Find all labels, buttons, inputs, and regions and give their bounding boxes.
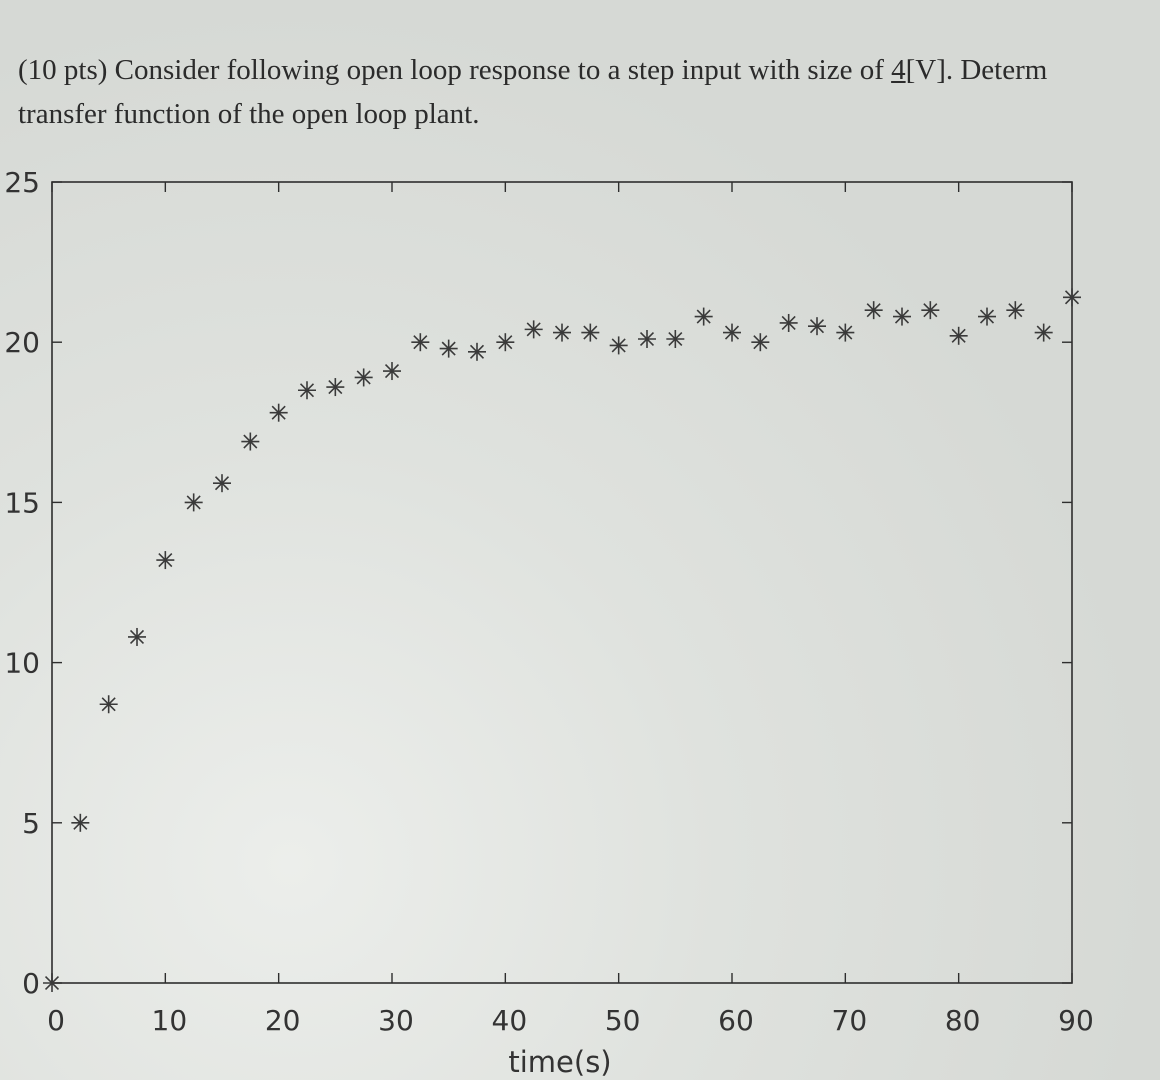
data-point xyxy=(666,329,685,348)
data-point xyxy=(241,432,260,451)
question-prefix: (10 pts) Consider following open loop re… xyxy=(18,54,892,86)
data-point xyxy=(723,323,741,342)
data-point xyxy=(978,307,996,326)
data-point xyxy=(99,695,118,714)
axes xyxy=(51,181,1073,984)
data-point xyxy=(553,323,571,342)
data-point xyxy=(439,339,458,358)
data-point xyxy=(949,326,968,345)
y-tick-label: 15 xyxy=(4,486,40,519)
data-point xyxy=(1034,323,1053,342)
question-line-2: transfer function of the open loop plant… xyxy=(18,98,480,130)
data-point xyxy=(779,313,798,332)
x-tick-label: 20 xyxy=(265,1004,301,1037)
y-tick-label: 0 xyxy=(22,967,40,1000)
y-tick-label: 10 xyxy=(4,647,40,680)
x-tick-label: 60 xyxy=(718,1004,754,1037)
data-point xyxy=(921,301,940,320)
data-points xyxy=(43,288,1081,992)
data-point xyxy=(581,323,600,342)
x-tick-label: 70 xyxy=(832,1004,868,1037)
data-point xyxy=(326,378,345,397)
y-tick-label: 25 xyxy=(4,166,40,199)
data-point xyxy=(468,342,486,361)
data-point xyxy=(694,307,713,326)
ticks xyxy=(51,181,1073,984)
data-point xyxy=(609,336,628,355)
data-point xyxy=(71,813,90,832)
x-tick-label: 90 xyxy=(1058,1004,1094,1037)
x-tick-label: 30 xyxy=(378,1004,414,1037)
x-tick-label: 40 xyxy=(492,1004,528,1037)
data-point xyxy=(893,307,911,326)
tick-labels: 0 10 20 30 40 50 60 70 80 90 0 5 10 15 20 25 xyxy=(4,166,1093,1037)
data-point xyxy=(43,974,61,992)
data-point xyxy=(213,474,231,493)
data-point xyxy=(751,333,770,352)
data-point xyxy=(524,320,543,339)
data-point xyxy=(836,323,855,342)
step-size-value: 4 xyxy=(891,54,906,86)
data-point xyxy=(298,381,316,400)
y-tick-label: 20 xyxy=(4,326,40,359)
plot-frame xyxy=(51,181,1073,984)
question-text: (10 pts) Consider following open loop re… xyxy=(18,48,1158,136)
data-point xyxy=(1006,301,1025,320)
data-point xyxy=(411,333,430,352)
x-tick-label: 80 xyxy=(945,1004,981,1037)
data-point xyxy=(354,368,373,387)
data-point xyxy=(383,362,401,381)
question-suffix: [V]. Determ xyxy=(905,54,1048,86)
data-point xyxy=(269,403,288,422)
data-point xyxy=(808,317,826,336)
x-tick-label: 50 xyxy=(605,1004,641,1037)
data-point xyxy=(638,329,656,348)
data-point xyxy=(496,333,515,352)
data-point xyxy=(184,493,203,512)
data-point xyxy=(156,551,175,570)
data-point xyxy=(864,301,883,320)
question-line-1: (10 pts) Consider following open loop re… xyxy=(18,48,1158,92)
data-point xyxy=(1063,288,1081,307)
data-point xyxy=(128,627,146,646)
x-axis-label: time(s) xyxy=(508,1045,611,1079)
x-tick-label: 0 xyxy=(47,1004,65,1037)
y-tick-label: 5 xyxy=(22,807,40,840)
x-tick-label: 10 xyxy=(152,1004,188,1037)
